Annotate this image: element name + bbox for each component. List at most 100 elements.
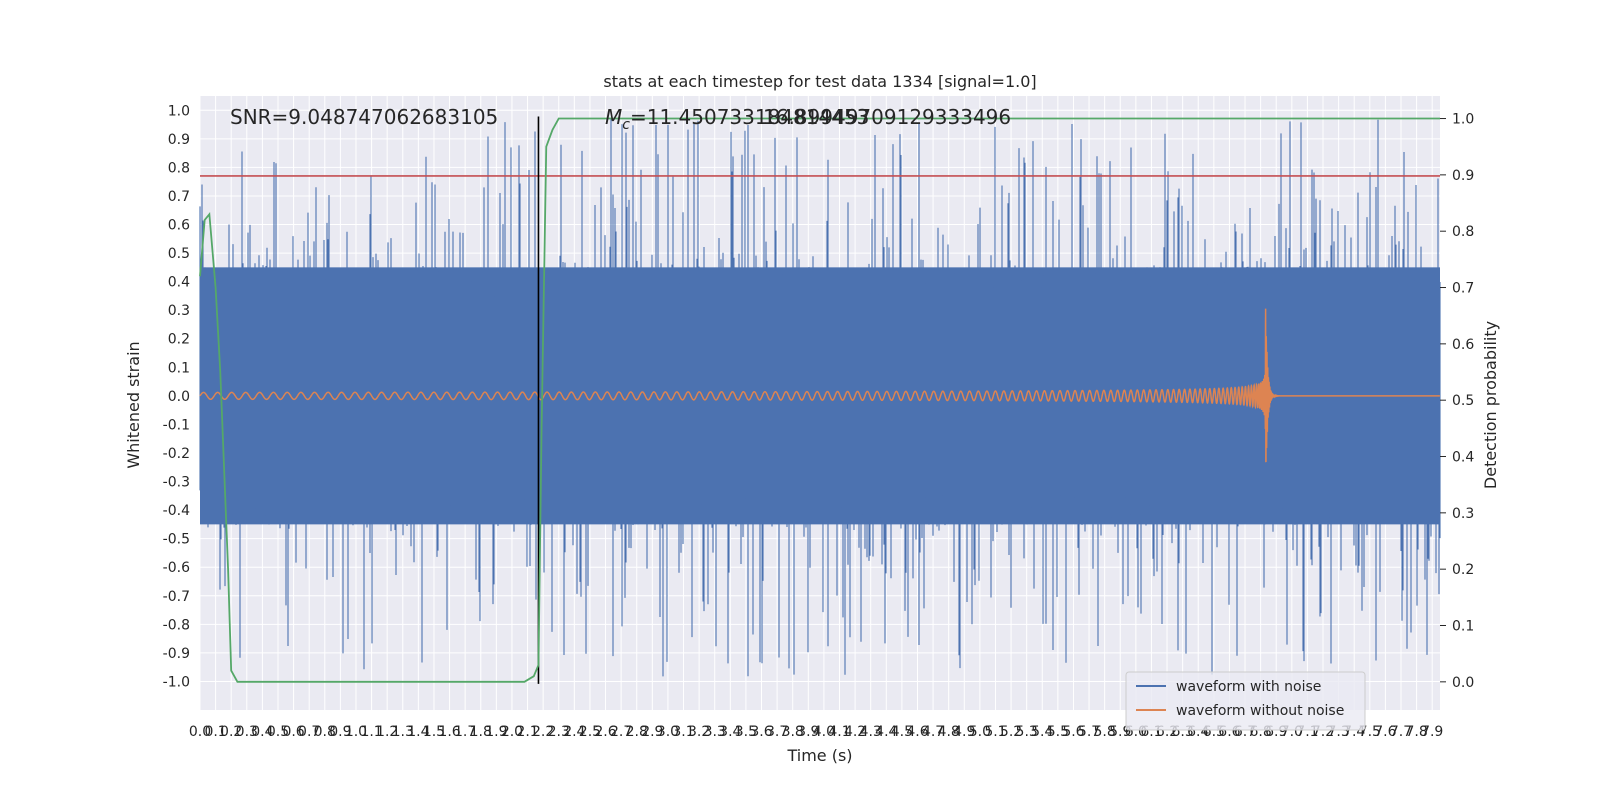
y-tick-label-6: 0.4: [168, 275, 190, 291]
x-tick-label-8: 0.8: [314, 724, 336, 740]
x-tick-label-29: 2.9: [641, 724, 663, 740]
x-tick-label-34: 3.4: [719, 724, 741, 740]
y-tick-label-12: -0.2: [163, 446, 190, 462]
y2-axis-label: Detection probability: [1481, 321, 1500, 489]
x-tick-label-6: 0.6: [282, 724, 304, 740]
x-tick-label-16: 1.6: [438, 724, 460, 740]
x-tick-label-42: 4.2: [844, 724, 866, 740]
y-tick-label-15: -0.5: [163, 532, 190, 548]
series-detection-probability: [199, 117, 1440, 683]
x-tick-label-21: 2.1: [516, 724, 538, 740]
y-tick-label-4: 0.6: [168, 218, 190, 234]
y-tick-label-3: 0.7: [168, 189, 190, 205]
x-tick-label-77: 7.7: [1390, 724, 1412, 740]
x-tick-label-31: 3.1: [672, 724, 694, 740]
x-tick-label-2: 0.2: [220, 724, 242, 740]
noise-trace: [199, 118, 1441, 677]
snr-annotation: SNR=9.048747062683105: [230, 105, 498, 129]
series-waveform-without-noise: [199, 308, 1440, 463]
y-tick-label-19: -0.9: [163, 646, 190, 662]
x-tick-label-37: 3.7: [766, 724, 788, 740]
mc-value: =11.450733184814453: [630, 105, 869, 129]
x-tick-label-52: 5.2: [1000, 724, 1022, 740]
x-tick-label-47: 4.7: [922, 724, 944, 740]
y2-tick-label-10: 0.0: [1452, 675, 1474, 691]
mc-overlap-annotation: 16.89949709129333496: [763, 105, 1011, 129]
x-tick-label-17: 1.7: [454, 724, 476, 740]
x-tick-label-44: 4.4: [875, 724, 897, 740]
x-tick-label-50: 5.0: [969, 724, 991, 740]
y2-tick-label-3: 0.7: [1452, 281, 1474, 297]
x-tick-label-24: 2.4: [563, 724, 585, 740]
y-tick-label-8: 0.2: [168, 332, 190, 348]
y-tick-label-17: -0.7: [163, 589, 190, 605]
x-tick-label-55: 5.5: [1047, 724, 1069, 740]
x-tick-label-58: 5.8: [1094, 724, 1116, 740]
x-tick-label-25: 2.5: [579, 724, 601, 740]
y-tick-label-11: -0.1: [163, 417, 190, 433]
x-tick-label-12: 1.2: [376, 724, 398, 740]
x-tick-label-40: 4.0: [813, 724, 835, 740]
mc-annotation: Mc=11.450733184814453: [605, 105, 869, 133]
x-tick-label-4: 0.4: [251, 724, 273, 740]
x-tick-label-0: 0.0: [189, 724, 211, 740]
y-tick-label-13: -0.3: [163, 475, 190, 491]
x-tick-label-11: 1.1: [360, 724, 382, 740]
x-tick-label-33: 3.3: [704, 724, 726, 740]
y-tick-label-10: 0.0: [168, 389, 190, 405]
x-tick-label-10: 1.0: [345, 724, 367, 740]
y2-tick-label-8: 0.2: [1452, 562, 1474, 578]
x-tick-label-57: 5.7: [1078, 724, 1100, 740]
x-tick-label-14: 1.4: [407, 724, 429, 740]
y-tick-label-16: -0.6: [163, 560, 190, 576]
y2-tick-label-4: 0.6: [1452, 337, 1474, 353]
y-tick-label-20: -1.0: [163, 674, 190, 690]
y-axis-label: Whitened strain: [124, 341, 143, 468]
x-tick-label-45: 4.5: [891, 724, 913, 740]
y2-tick-label-7: 0.3: [1452, 506, 1474, 522]
x-tick-label-7: 0.7: [298, 724, 320, 740]
y-tick-label-5: 0.5: [168, 246, 190, 262]
x-tick-label-28: 2.8: [626, 724, 648, 740]
x-tick-label-20: 2.0: [501, 724, 523, 740]
x-tick-label-39: 3.9: [797, 724, 819, 740]
y-tick-label-7: 0.3: [168, 303, 190, 319]
y2-tick-label-6: 0.4: [1452, 450, 1474, 466]
y-tick-label-0: 1.0: [168, 103, 190, 119]
y2-tick-label-9: 0.1: [1452, 619, 1474, 635]
legend-label-clean: waveform without noise: [1176, 703, 1344, 719]
probability-trace: [199, 117, 1440, 683]
x-tick-label-43: 4.3: [860, 724, 882, 740]
y-tick-label-1: 0.9: [168, 132, 190, 148]
x-tick-label-36: 3.6: [750, 724, 772, 740]
legend-box: [1125, 671, 1366, 731]
chirp-trace: [199, 308, 1440, 463]
x-tick-label-1: 0.1: [204, 724, 226, 740]
x-tick-label-38: 3.8: [782, 724, 804, 740]
x-tick-label-18: 1.8: [470, 724, 492, 740]
y-axis-ticks: 1.0 0.9 0.8 0.7 0.6 0.5 0.4 0.3 0.2 0.1 0.0 -0.1 -0.…: [163, 103, 190, 690]
x-tick-label-56: 5.6: [1062, 724, 1084, 740]
x-tick-label-23: 2.3: [548, 724, 570, 740]
y2-axis-ticks: 1.0 0.9 0.8 0.7 0.6 0.5 0.4 0.3 0.2 0.1 0.0: [1440, 112, 1474, 691]
x-tick-label-26: 2.6: [594, 724, 616, 740]
y-tick-label-9: 0.1: [168, 360, 190, 376]
y2-tick-label-1: 0.9: [1452, 168, 1474, 184]
x-tick-label-48: 4.8: [938, 724, 960, 740]
x-tick-label-5: 0.5: [267, 724, 289, 740]
x-tick-label-76: 7.6: [1374, 724, 1396, 740]
legend: waveform with noise waveform without noi…: [1125, 671, 1366, 731]
y2-tick-label-2: 0.8: [1452, 224, 1474, 240]
x-tick-label-79: 7.9: [1421, 724, 1443, 740]
y2-tick-label-5: 0.5: [1452, 393, 1474, 409]
x-tick-label-78: 7.8: [1405, 724, 1427, 740]
x-tick-label-19: 1.9: [485, 724, 507, 740]
x-tick-label-27: 2.7: [610, 724, 632, 740]
x-tick-label-32: 3.2: [688, 724, 710, 740]
x-axis-label: Time (s): [786, 746, 852, 765]
x-tick-label-51: 5.1: [984, 724, 1006, 740]
x-tick-label-30: 3.0: [657, 724, 679, 740]
x-tick-label-41: 4.1: [828, 724, 850, 740]
chart-title: stats at each timestep for test data 133…: [603, 72, 1036, 91]
